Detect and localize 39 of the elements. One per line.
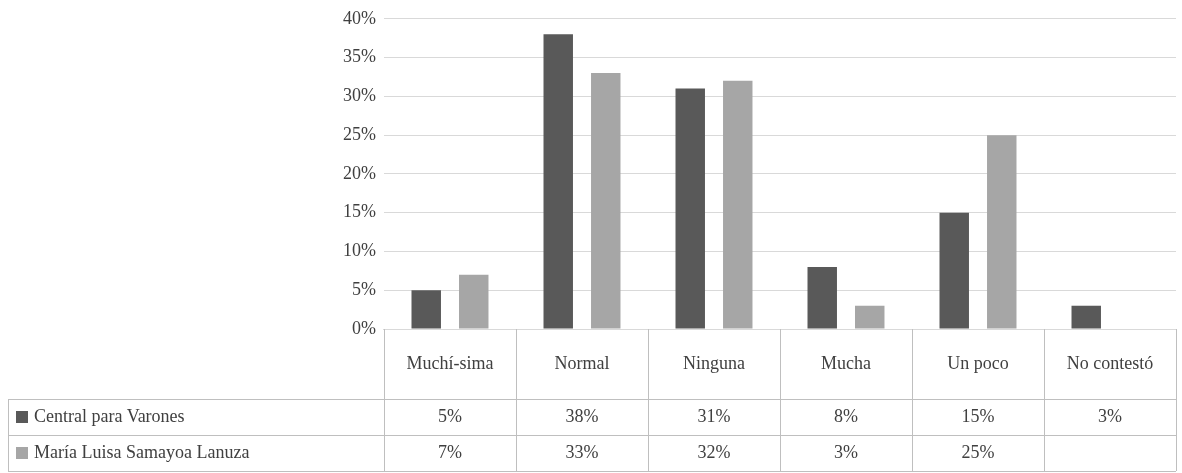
x-tick-label: Un poco [947,352,1009,373]
y-tick-label: 0% [351,317,376,338]
data-label: 7% [437,441,462,462]
bar [723,80,753,329]
data-label: 15% [961,405,995,426]
data-label: 8% [834,405,858,426]
bar [807,266,837,329]
x-tick-label: Mucha [821,352,871,373]
x-tick-label: Normal [554,352,610,373]
bar [591,73,621,329]
bar [675,88,705,329]
y-tick-label: 25% [342,123,376,144]
bar [411,290,441,329]
x-tick-label: Ninguna [683,352,745,373]
y-tick-label: 30% [342,85,376,106]
y-tick-label: 15% [342,201,376,222]
bar [939,212,969,329]
x-tick-label: Muchí-sima [406,352,494,373]
bar [1071,305,1101,329]
legend-label: María Luisa Samayoa Lanuza [34,441,250,462]
y-tick-label: 10% [342,240,376,261]
data-label: 33% [565,441,599,462]
y-tick-label: 40% [342,7,376,28]
bar [855,305,885,329]
data-label: 3% [1098,405,1122,426]
x-tick-label: No contestó [1066,352,1154,373]
data-label: 38% [565,405,599,426]
y-tick-label: 5% [351,278,376,299]
bar [543,34,573,329]
y-tick-label: 20% [342,162,376,183]
bar [459,274,489,329]
data-label: 5% [437,405,462,426]
data-label: 31% [697,405,731,426]
legend-label: Central para Varones [34,405,185,426]
data-label: 3% [834,441,858,462]
bar [987,135,1017,329]
data-label: 25% [961,441,995,462]
y-tick-label: 35% [342,46,376,67]
data-label: 32% [697,441,731,462]
